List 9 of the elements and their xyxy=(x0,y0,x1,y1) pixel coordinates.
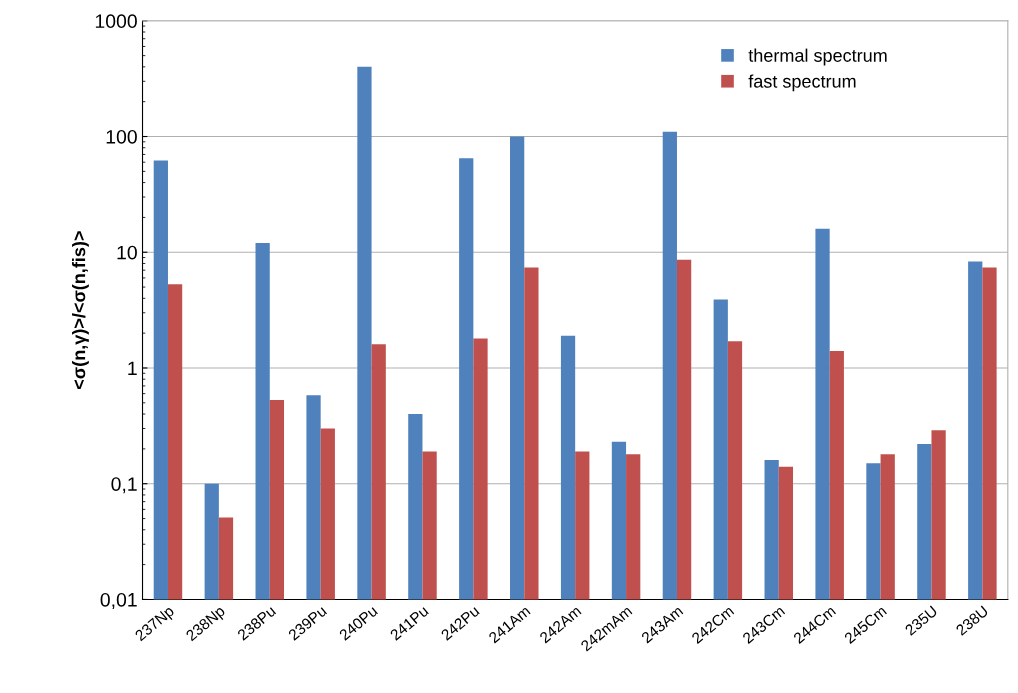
y-axis-title: <σ(n,γ)>/<σ(n,fis)> xyxy=(72,231,89,389)
y-tick-label: 0,1 xyxy=(111,477,137,494)
y-tick-label: 10 xyxy=(117,245,137,260)
y-tick-label: 0,01 xyxy=(100,592,137,609)
legend-label: thermal spectrum xyxy=(748,48,887,66)
y-tick-label: 1 xyxy=(128,361,137,376)
y-tick-label: 1000 xyxy=(95,14,137,29)
y-tick-label: 100 xyxy=(106,129,137,144)
legend-label: fast spectrum xyxy=(748,74,856,92)
